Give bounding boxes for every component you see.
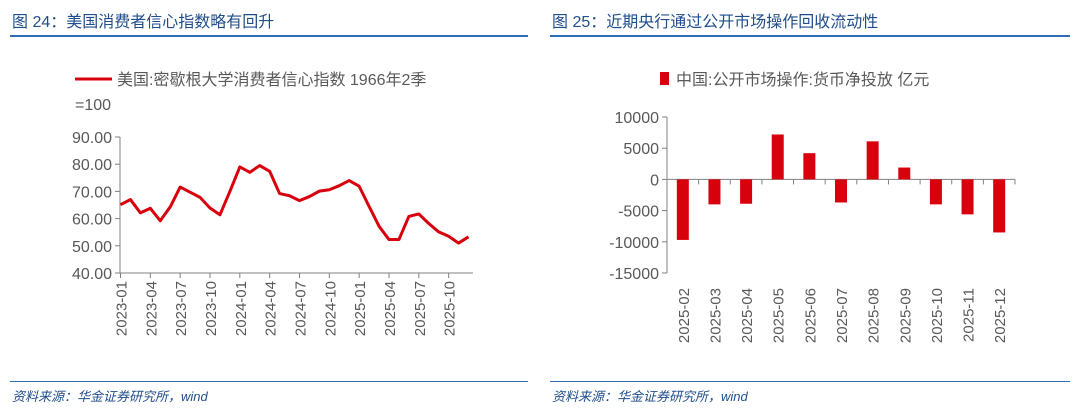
y-tick-label: 5000 bbox=[623, 141, 659, 158]
bar bbox=[929, 179, 942, 205]
x-tick-label: 2023-10 bbox=[203, 281, 220, 336]
y-tick-label: 60.00 bbox=[72, 212, 112, 229]
x-tick-label: 2025-11 bbox=[961, 288, 978, 342]
bar bbox=[993, 179, 1006, 233]
y-tick-label: 80.00 bbox=[72, 157, 112, 174]
bar bbox=[961, 179, 974, 215]
bar bbox=[676, 179, 689, 240]
right-chart-title: 图 25：近期央行通过公开市场操作回收流动性 bbox=[552, 14, 879, 31]
bar bbox=[708, 179, 721, 205]
x-tick-label: 2025-03 bbox=[707, 288, 724, 343]
bar bbox=[835, 179, 847, 203]
left-source: 资料来源：华金证券研究所，wind bbox=[12, 389, 208, 404]
x-tick-label: 2025-07 bbox=[834, 288, 851, 343]
right-title-rule bbox=[550, 35, 1070, 37]
left-foot-rule bbox=[10, 381, 528, 382]
x-tick-label: 2025-04 bbox=[739, 288, 756, 343]
x-tick-label: 2024-01 bbox=[233, 281, 250, 336]
x-tick-label: 2025-10 bbox=[442, 281, 459, 336]
x-tick-label: 2024-10 bbox=[322, 281, 339, 336]
legend-label: 中国:公开市场操作:货币净投放 亿元 bbox=[676, 71, 929, 89]
x-tick-label: 2025-08 bbox=[866, 288, 883, 343]
bar bbox=[740, 179, 753, 204]
right-source: 资料来源：华金证券研究所，wind bbox=[552, 389, 748, 404]
legend-label: 美国:密歇根大学消费者信心指数 1966年2季 bbox=[117, 71, 426, 89]
y-tick-label: 50.00 bbox=[72, 239, 112, 256]
y-tick-label: 0 bbox=[650, 172, 659, 189]
x-tick-label: 2025-06 bbox=[802, 288, 819, 343]
y-tick-label: 40.00 bbox=[72, 266, 112, 283]
x-tick-label: 2025-10 bbox=[929, 288, 946, 343]
left-title-rule bbox=[10, 35, 528, 37]
y-tick-label: 10000 bbox=[615, 110, 660, 127]
x-tick-label: 2024-04 bbox=[263, 281, 280, 336]
x-tick-label: 2025-09 bbox=[897, 288, 914, 343]
x-tick-label: 2023-07 bbox=[173, 281, 190, 336]
x-tick-label: 2024-07 bbox=[292, 281, 309, 336]
bar bbox=[866, 141, 879, 180]
y-tick-label: -5000 bbox=[618, 204, 659, 221]
x-tick-label: 2023-01 bbox=[114, 281, 131, 336]
bar bbox=[803, 153, 816, 180]
legend-swatch bbox=[660, 72, 669, 85]
x-tick-label: 2025-07 bbox=[412, 281, 429, 336]
x-tick-label: 2025-01 bbox=[352, 281, 369, 336]
bar bbox=[898, 167, 911, 180]
y-tick-label: -10000 bbox=[609, 235, 659, 252]
y-tick-label: 70.00 bbox=[72, 184, 112, 201]
y-tick-label: 90.00 bbox=[72, 130, 112, 147]
y-tick-label: -15000 bbox=[609, 266, 659, 283]
right-foot-rule bbox=[550, 381, 1070, 382]
legend-label-cont: =100 bbox=[75, 97, 111, 114]
x-tick-label: 2025-04 bbox=[382, 281, 399, 336]
bar bbox=[771, 134, 784, 180]
x-tick-label: 2025-12 bbox=[992, 288, 1009, 343]
x-tick-label: 2025-02 bbox=[676, 288, 693, 343]
x-tick-label: 2025-05 bbox=[771, 288, 788, 343]
x-tick-label: 2023-04 bbox=[143, 281, 160, 336]
series-line bbox=[119, 164, 470, 245]
left-chart-title: 图 24：美国消费者信心指数略有回升 bbox=[12, 14, 275, 31]
